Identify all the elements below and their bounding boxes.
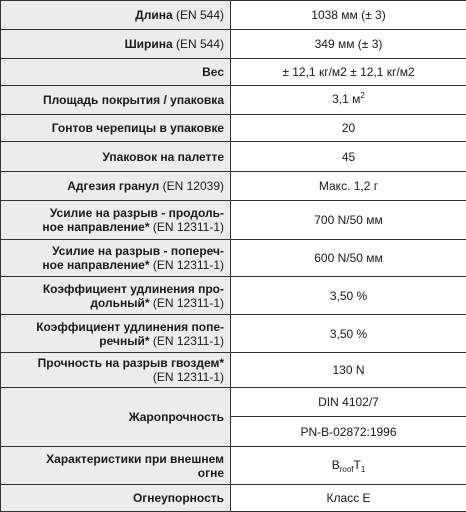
row-value: 600 N/50 мм [231, 240, 466, 277]
label-bold-text: Упаковок на палетте [102, 150, 224, 164]
label-bold-text: огне [198, 466, 224, 480]
table-row: Коэффициент удлинения про-дольный* (EN 1… [1, 277, 466, 315]
value-text: T [354, 458, 361, 472]
row-value: 1038 мм (± 3) [231, 1, 466, 30]
label-bold-text: Площадь покрытия / упаковка [43, 93, 224, 107]
row-value: BroofT1 [231, 447, 466, 485]
label-bold-text: Ширина [125, 37, 173, 51]
row-value: 349 мм (± 3) [231, 30, 466, 59]
label-standard-text: (EN 12311-1) [150, 334, 224, 348]
row-label: Жаропрочность [1, 388, 231, 447]
table-row: Вес ± 12,1 кг/м2 ± 12,1 кг/м2 [1, 59, 466, 86]
value-text: 3,1 м [332, 92, 360, 106]
label-bold-text: Длина [135, 8, 172, 22]
table-row: Длина (EN 544) 1038 мм (± 3) [1, 1, 466, 30]
label-bold-text: речный* [99, 334, 149, 348]
table-row: Гонтов черепицы в упаковке 20 [1, 115, 466, 142]
table-row: Площадь покрытия / упаковка 3,1 м2 [1, 86, 466, 115]
table-row: Ширина (EN 544) 349 мм (± 3) [1, 30, 466, 59]
label-bold-text: Адгезия гранул [67, 179, 159, 193]
label-bold-text: Жаропрочность [129, 410, 224, 424]
row-label: Ширина (EN 544) [1, 30, 231, 59]
label-bold-text: Усилие на разрыв - попереч- [52, 244, 224, 258]
row-label: Прочность на разрыв гвоздем*(EN 12311-1) [1, 353, 231, 388]
value-text: B [332, 458, 340, 472]
row-value: Класс E [231, 485, 466, 512]
row-value: PN-B-02872:1996 [231, 417, 466, 447]
label-bold-text: Вес [202, 65, 224, 79]
row-value: 3,50 % [231, 315, 466, 353]
row-label: Упаковок на палетте [1, 142, 231, 172]
table-row: Коэффициент удлинения попе-речный* (EN 1… [1, 315, 466, 353]
row-label: Огнеупорность [1, 485, 231, 512]
table-row: Огнеупорность Класс E [1, 485, 466, 512]
row-label: Усилие на разрыв - попереч-ное направлен… [1, 240, 231, 277]
table-row: Жаропрочность DIN 4102/7 [1, 388, 466, 417]
label-bold-text: Прочность на разрыв гвоздем* [38, 356, 224, 370]
row-value: 3,50 % [231, 277, 466, 315]
row-value: 45 [231, 142, 466, 172]
label-bold-text: дольный* [90, 296, 149, 310]
label-bold-text: ное направление* [42, 258, 149, 272]
label-bold-text: ное направление* [42, 220, 149, 234]
row-value: 3,1 м2 [231, 86, 466, 115]
value-subscript: roof [340, 465, 354, 474]
table-row: Усилие на разрыв - попереч-ное направлен… [1, 240, 466, 277]
row-value: ± 12,1 кг/м2 ± 12,1 кг/м2 [231, 59, 466, 86]
label-standard-text: (EN 544) [173, 37, 224, 51]
label-bold-text: Коэффициент удлинения про- [43, 282, 224, 296]
row-label: Коэффициент удлинения про-дольный* (EN 1… [1, 277, 231, 315]
label-bold-text: Усилие на разрыв - продоль- [50, 206, 224, 220]
table-row: Адгезия гранул (EN 12039) Макс. 1,2 г [1, 172, 466, 201]
row-label: Коэффициент удлинения попе-речный* (EN 1… [1, 315, 231, 353]
row-label: Гонтов черепицы в упаковке [1, 115, 231, 142]
label-standard-text: (EN 12039) [159, 179, 224, 193]
row-label: Адгезия гранул (EN 12039) [1, 172, 231, 201]
label-standard-text: (EN 544) [173, 8, 224, 22]
label-standard-text: (EN 12311-1) [150, 258, 224, 272]
row-value: Макс. 1,2 г [231, 172, 466, 201]
value-superscript: 2 [360, 91, 364, 100]
row-label: Площадь покрытия / упаковка [1, 86, 231, 115]
label-bold-text: Характеристики при внешнем [46, 452, 224, 466]
row-label: Длина (EN 544) [1, 1, 231, 30]
table-row: Прочность на разрыв гвоздем*(EN 12311-1)… [1, 353, 466, 388]
row-label: Вес [1, 59, 231, 86]
row-label: Усилие на разрыв - продоль-ное направлен… [1, 201, 231, 240]
row-value: DIN 4102/7 [231, 388, 466, 417]
table-row: Усилие на разрыв - продоль-ное направлен… [1, 201, 466, 240]
label-standard-text: (EN 12311-1) [150, 220, 224, 234]
value-subscript: 1 [361, 465, 365, 474]
label-bold-text: Коэффициент удлинения попе- [36, 320, 224, 334]
label-standard-text: (EN 12311-1) [150, 296, 224, 310]
table-row: Упаковок на палетте 45 [1, 142, 466, 172]
row-value: 700 N/50 мм [231, 201, 466, 240]
label-bold-text: Гонтов черепицы в упаковке [52, 121, 224, 135]
row-value: 20 [231, 115, 466, 142]
label-standard-text: (EN 12311-1) [153, 370, 224, 384]
row-value: 130 N [231, 353, 466, 388]
label-bold-text: Огнеупорность [133, 491, 224, 505]
